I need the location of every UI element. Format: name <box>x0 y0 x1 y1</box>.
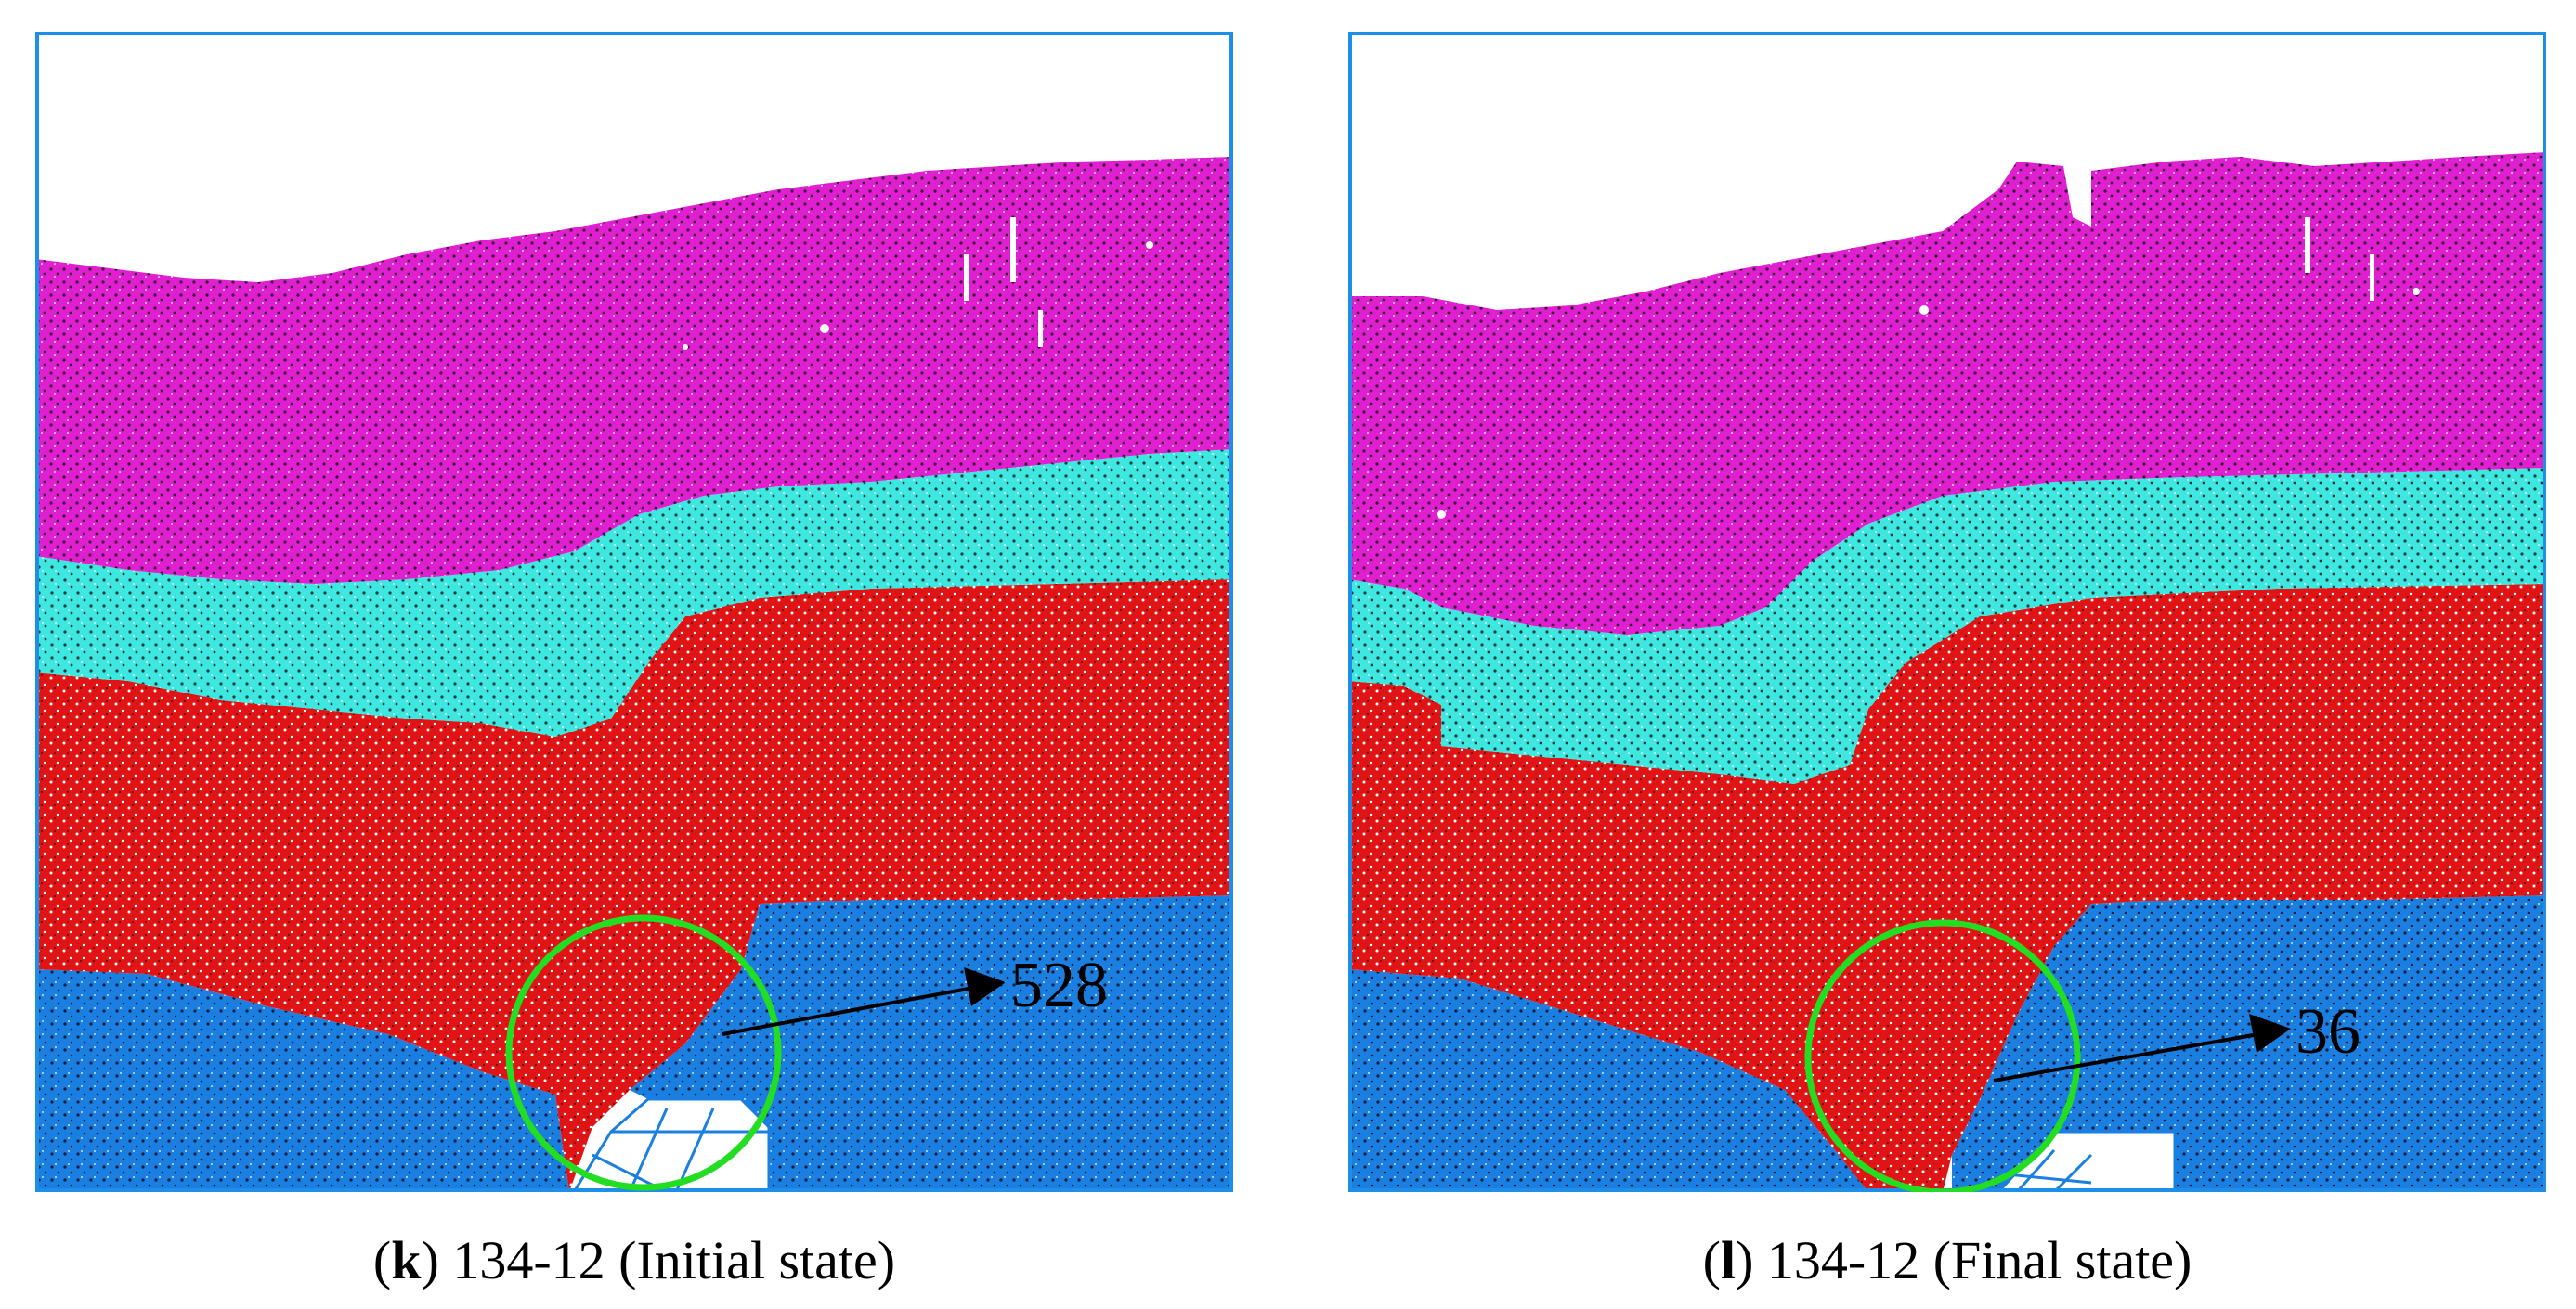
layer-magenta <box>1348 152 2546 635</box>
caption-letter: k <box>391 1230 422 1290</box>
layer-cyan <box>1348 468 2546 784</box>
panel-final-state: 36 <box>1348 32 2546 1192</box>
caption-letter: l <box>1720 1230 1737 1290</box>
annotation-value: 528 <box>1010 950 1108 1021</box>
caption-text: 134-12 (Final state) <box>1766 1230 2192 1290</box>
layer-blue <box>35 895 1233 1192</box>
caption-initial-state: (k) 134-12 (Initial state) <box>372 1230 896 1290</box>
layer-cyan <box>35 449 1233 737</box>
layer-red <box>1348 584 2546 1192</box>
layer-red <box>35 579 1233 1192</box>
voids <box>1437 217 2420 519</box>
particle-simulation-initial: 528 <box>35 32 1233 1192</box>
voids <box>683 217 1153 350</box>
panel-initial-state: 528 <box>35 32 1233 1192</box>
highlight-circle <box>505 914 782 1191</box>
annotation-arrow <box>722 967 1006 1036</box>
layer-magenta <box>35 157 1233 584</box>
layer-blue <box>1348 895 2546 1192</box>
annotation-arrow <box>1993 1014 2291 1082</box>
caption-text: 134-12 (Initial state) <box>452 1230 896 1290</box>
particle-simulation-final: 36 <box>1348 32 2546 1192</box>
highlight-circle <box>1804 919 2081 1192</box>
caption-final-state: (l) 134-12 (Final state) <box>1702 1230 2192 1290</box>
annotation-value: 36 <box>2296 996 2361 1068</box>
